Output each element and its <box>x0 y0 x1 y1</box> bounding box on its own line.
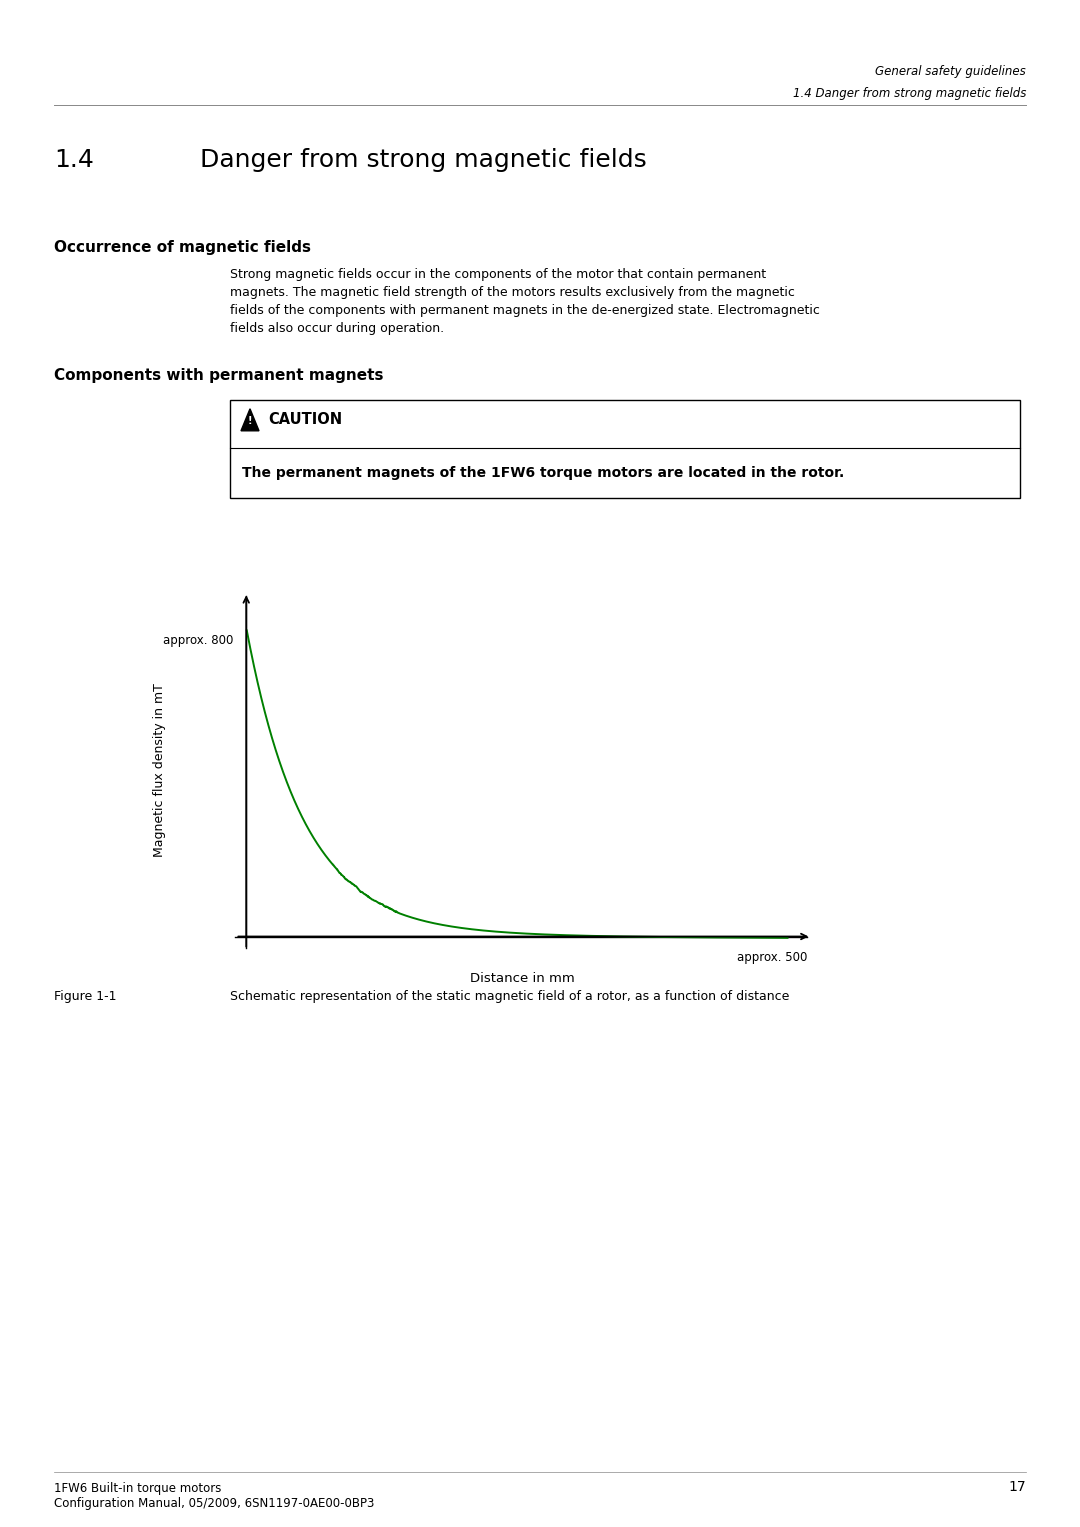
Text: 17: 17 <box>1009 1480 1026 1493</box>
Text: Distance in mm: Distance in mm <box>470 971 575 985</box>
Text: magnets. The magnetic field strength of the motors results exclusively from the : magnets. The magnetic field strength of … <box>230 286 795 299</box>
Text: approx. 800: approx. 800 <box>163 634 233 647</box>
Text: fields also occur during operation.: fields also occur during operation. <box>230 322 444 334</box>
Text: 1FW6 Built-in torque motors: 1FW6 Built-in torque motors <box>54 1483 221 1495</box>
Text: Magnetic flux density in mT: Magnetic flux density in mT <box>153 683 166 857</box>
Text: 1.4: 1.4 <box>54 148 94 173</box>
Text: Occurrence of magnetic fields: Occurrence of magnetic fields <box>54 240 311 255</box>
Text: 1.4 Danger from strong magnetic fields: 1.4 Danger from strong magnetic fields <box>793 87 1026 99</box>
Text: Danger from strong magnetic fields: Danger from strong magnetic fields <box>200 148 647 173</box>
Text: The permanent magnets of the 1FW6 torque motors are located in the rotor.: The permanent magnets of the 1FW6 torque… <box>242 466 845 479</box>
Text: Strong magnetic fields occur in the components of the motor that contain permane: Strong magnetic fields occur in the comp… <box>230 269 766 281</box>
Text: Configuration Manual, 05/2009, 6SN1197-0AE00-0BP3: Configuration Manual, 05/2009, 6SN1197-0… <box>54 1496 375 1510</box>
Text: Schematic representation of the static magnetic field of a rotor, as a function : Schematic representation of the static m… <box>230 989 789 1003</box>
Bar <box>230 400 1020 498</box>
Text: Figure 1-1: Figure 1-1 <box>54 989 117 1003</box>
Text: General safety guidelines: General safety guidelines <box>875 66 1026 78</box>
Text: CAUTION: CAUTION <box>268 412 342 428</box>
Text: !: ! <box>247 415 253 426</box>
Text: Components with permanent magnets: Components with permanent magnets <box>54 368 383 383</box>
Text: fields of the components with permanent magnets in the de-energized state. Elect: fields of the components with permanent … <box>230 304 820 318</box>
Polygon shape <box>241 409 259 431</box>
Text: approx. 500: approx. 500 <box>737 951 807 964</box>
